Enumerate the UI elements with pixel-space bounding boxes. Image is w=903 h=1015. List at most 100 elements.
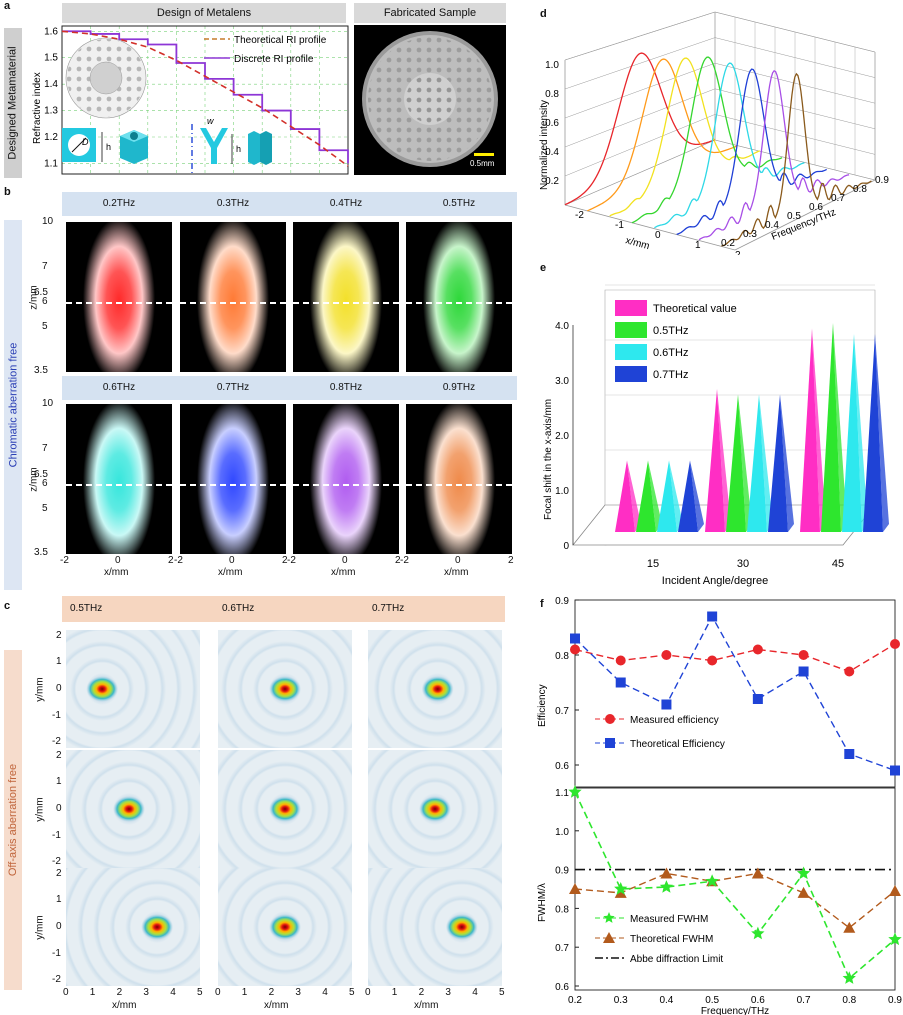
- f-xtick: 0.2: [568, 995, 582, 1006]
- d-box-edge: [564, 204, 736, 251]
- b-xtick: -2: [60, 555, 69, 566]
- panel-a-letter: a: [4, 0, 11, 12]
- b-xlabel: x/mm: [104, 567, 129, 578]
- unit-cell-ycross: w h: [200, 116, 272, 165]
- f-measured-eff-point: [798, 650, 809, 660]
- ri-ytick: 1.4: [44, 79, 58, 90]
- e-bar-side-0-1: [648, 460, 662, 532]
- e-bar-side-2-2: [854, 334, 868, 532]
- focal-plane-line: [180, 302, 286, 304]
- panel-a-header-left: Design of Metalens: [62, 3, 346, 23]
- d-box-edge: [734, 179, 876, 251]
- psf-map-2-1: [218, 868, 352, 986]
- panel-a-side-tab: Designed Metamaterial: [4, 28, 22, 178]
- f-measured-eff-point: [661, 650, 672, 660]
- field-map-2-3: [406, 404, 512, 554]
- d-intensity-curve-4: [654, 62, 805, 229]
- f-top-ylabel: Efficiency: [537, 684, 548, 727]
- e-legend-swatch: [615, 300, 647, 316]
- panel-c-freq-band: [62, 596, 505, 622]
- b-ztick: 6.5: [34, 468, 48, 480]
- e-xtick: 45: [832, 558, 844, 570]
- d-xtick: 2: [735, 250, 741, 255]
- freq-label-1-2: 0.4THz: [329, 198, 363, 209]
- f-theoretical-fwhm-point: [843, 921, 856, 933]
- b-xtick: 2: [168, 555, 174, 566]
- psf-spot: [419, 796, 451, 822]
- psf-spot: [445, 914, 478, 940]
- f-legend-theoretical-eff: Theoretical Efficiency: [630, 739, 725, 750]
- field-map-2-1: [180, 404, 286, 554]
- e-bar-1-3: [768, 394, 788, 532]
- d-ztick: 0.4: [545, 147, 559, 158]
- field-map-1-0: [66, 222, 172, 372]
- e-legend-swatch: [615, 322, 647, 338]
- c-xtick: 2: [116, 987, 123, 998]
- ri-ytick: 1.5: [44, 53, 58, 64]
- f-theoretical-eff-point: [752, 694, 763, 704]
- d-ztick: 0.2: [545, 176, 559, 187]
- f-xtick: 0.8: [842, 995, 856, 1006]
- field-map-2-2: [293, 404, 399, 554]
- e-bar-2-3: [863, 334, 883, 532]
- inset-label-d: D: [82, 137, 89, 147]
- f-measured-eff-point: [844, 666, 855, 677]
- psf-map-0-0: [66, 630, 200, 748]
- panel-f-letter: f: [540, 598, 544, 610]
- c-ytick: 2: [56, 867, 62, 879]
- ri-lines: [61, 30, 349, 167]
- unit-cell-hole: D h: [62, 128, 148, 164]
- panel-e-letter: e: [540, 262, 547, 274]
- fabricated-sample-image: 0.5mm: [354, 25, 506, 175]
- c-xtick: 0: [215, 987, 221, 998]
- b-xlabel: x/mm: [218, 567, 243, 578]
- b-xtick: -2: [400, 555, 409, 566]
- freq-label-1-3: 0.5THz: [442, 198, 476, 209]
- f-measured-eff-point: [890, 639, 900, 649]
- b-ztick: 10: [42, 398, 54, 409]
- c-ytick: 1: [56, 655, 62, 667]
- e-bar-side-1-2: [759, 394, 773, 532]
- c-ylabel: y/mm: [34, 915, 46, 940]
- f-theoretical-eff-point: [615, 677, 626, 688]
- c-freq-label-0: 0.5THz: [70, 603, 103, 614]
- d-ftick: 0.5: [787, 211, 801, 222]
- f-theoretical-eff-point: [798, 666, 809, 677]
- f-theoretical-eff-point: [890, 765, 900, 776]
- b-xlabel: x/mm: [444, 567, 469, 578]
- f-measured-eff-point: [570, 644, 580, 655]
- c-ytick: -2: [52, 736, 61, 748]
- f-xtick: 0.6: [751, 995, 765, 1006]
- f-bottom-ytick: 0.6: [555, 982, 569, 993]
- d-intensity-curve-3: [631, 56, 783, 224]
- d-box-edge: [564, 11, 716, 61]
- d-ftick: 0.3: [743, 229, 757, 240]
- e-bar-1-0: [705, 389, 725, 532]
- c-ytick: -2: [52, 856, 61, 868]
- freq-label-2-2: 0.8THz: [329, 382, 363, 393]
- b-ztick: 6.5: [34, 286, 48, 298]
- b-ztick: 5: [42, 503, 48, 514]
- ri-discrete-line: [62, 30, 349, 164]
- e-ytick: 2.0: [555, 431, 569, 442]
- e-legend-label: 0.6THz: [653, 347, 688, 359]
- c-xtick: 2: [418, 987, 425, 998]
- psf-map-2-2: [368, 868, 502, 986]
- f-theoretical-fwhm-line: [574, 872, 896, 929]
- c-ytick: 0: [56, 803, 62, 814]
- field-map-1-3: [406, 222, 512, 372]
- c-xtick: 0: [365, 987, 371, 998]
- b-xtick: -2: [174, 555, 183, 566]
- panel-c-side-tab: Off-axis aberration free: [4, 650, 22, 990]
- f-xtick: 0.5: [705, 995, 719, 1006]
- b-ztick: 5: [42, 321, 48, 332]
- d-intensity-curve-5: [676, 68, 828, 236]
- e-ylabel: Focal shift in the x-axis/mm: [543, 399, 554, 520]
- focal-plane-line: [66, 484, 172, 486]
- f-bottom-ylabel: FWHM/λ: [537, 883, 548, 922]
- panel-c-letter: c: [4, 600, 11, 612]
- f-theoretical-fwhm-point: [569, 883, 581, 894]
- e-bar-side-2-3: [875, 334, 889, 532]
- d-grid-line: [564, 62, 716, 119]
